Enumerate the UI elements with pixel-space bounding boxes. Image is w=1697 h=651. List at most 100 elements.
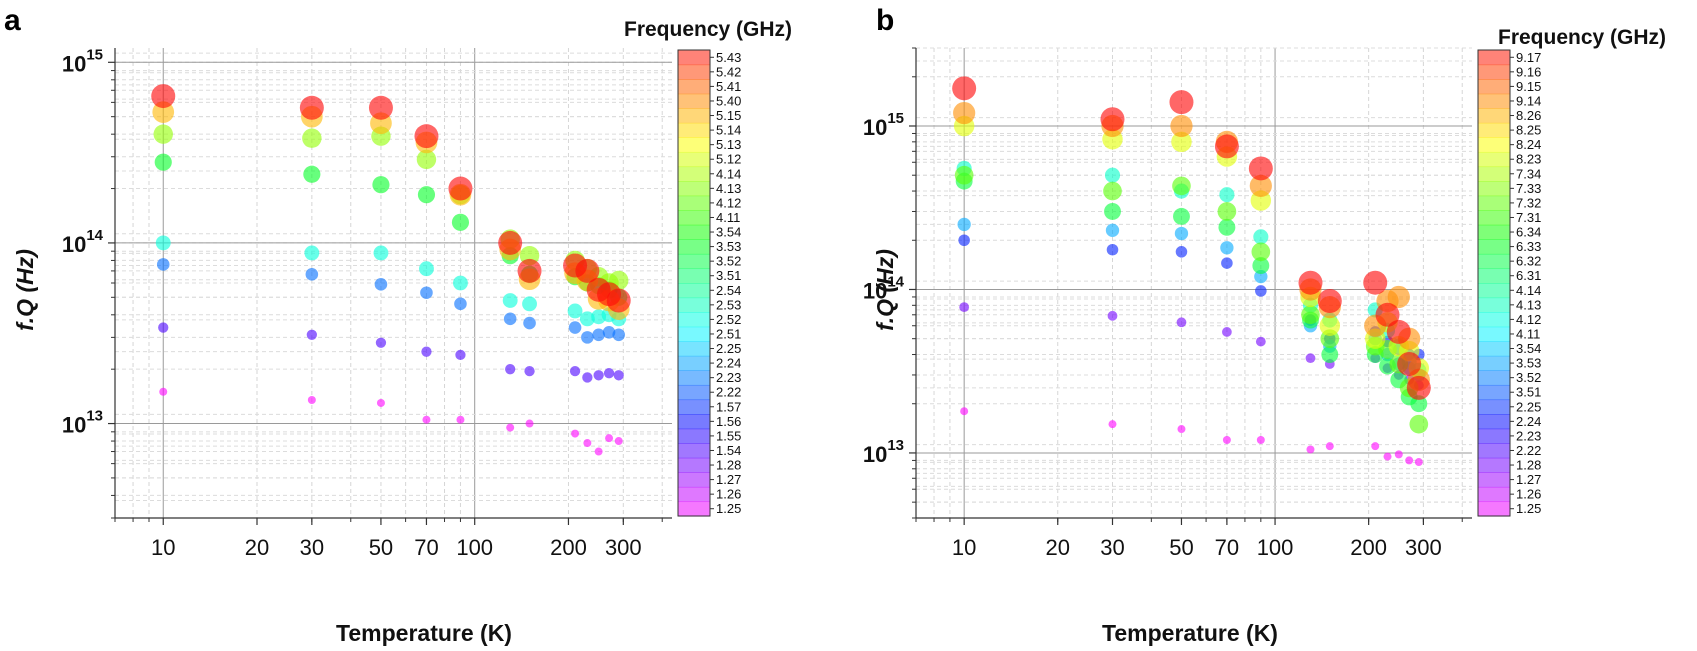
- colorbar-segment: [1478, 326, 1510, 342]
- colorbar-tick-label: 3.52: [1516, 370, 1541, 385]
- colorbar-tick-label: 1.55: [716, 428, 741, 443]
- data-point: [1406, 375, 1431, 400]
- data-point: [1405, 456, 1414, 465]
- colorbar-tick-label: 9.17: [1516, 50, 1541, 65]
- colorbar-segment: [678, 399, 710, 415]
- colorbar-segment: [1478, 384, 1510, 401]
- colorbar-segment: [1478, 224, 1510, 240]
- x-tick-label: 100: [456, 535, 493, 560]
- colorbar-segment: [678, 326, 710, 342]
- data-point: [1217, 202, 1237, 221]
- data-point: [376, 398, 385, 407]
- data-point: [1103, 181, 1122, 201]
- x-tick-label: 70: [414, 535, 438, 560]
- data-point: [155, 235, 171, 251]
- colorbar-segment: [678, 414, 710, 430]
- data-point: [414, 124, 439, 149]
- colorbar-tick-label: 1.27: [1516, 472, 1541, 487]
- colorbar-tick-label: 2.22: [1516, 443, 1541, 458]
- data-point: [1386, 319, 1411, 344]
- data-point: [1169, 90, 1194, 115]
- data-point: [307, 396, 316, 405]
- colorbar-tick-label: 1.26: [716, 487, 741, 502]
- data-point: [503, 312, 517, 326]
- x-tick-label: 300: [605, 535, 642, 560]
- x-tick-label: 20: [245, 535, 269, 560]
- data-point: [1105, 223, 1120, 238]
- colorbar-tick-label: 2.22: [716, 385, 741, 400]
- data-point: [154, 153, 172, 171]
- data-point: [606, 288, 631, 313]
- data-point: [372, 176, 390, 194]
- data-point: [451, 213, 470, 231]
- data-point: [614, 437, 623, 446]
- data-point: [304, 245, 320, 261]
- colorbar: 5.435.425.415.405.155.145.135.124.144.13…: [677, 49, 741, 517]
- data-point: [303, 165, 321, 183]
- colorbar-tick-label: 6.33: [1516, 239, 1541, 254]
- data-point: [579, 311, 595, 327]
- colorbar-tick-label: 7.32: [1516, 195, 1541, 210]
- colorbar-segment: [678, 486, 710, 503]
- data-point: [517, 258, 542, 283]
- colorbar-tick-label: 4.13: [1516, 297, 1541, 312]
- data-point: [1219, 187, 1235, 203]
- colorbar-tick-label: 9.15: [1516, 79, 1541, 94]
- data-point: [954, 165, 974, 185]
- colorbar-tick-label: 2.24: [1516, 414, 1541, 429]
- data-point: [299, 95, 324, 120]
- x-tick-label: 70: [1215, 535, 1239, 560]
- data-point: [953, 101, 976, 125]
- data-point: [159, 387, 168, 396]
- colorbar-segment: [678, 297, 710, 313]
- panel-b-colorbar-title: Frequency (GHz): [1498, 26, 1666, 49]
- data-point: [593, 370, 604, 381]
- data-point: [1175, 246, 1188, 258]
- colorbar-tick-label: 4.13: [716, 181, 741, 196]
- data-point: [568, 321, 582, 334]
- colorbar-tick-label: 2.51: [716, 326, 741, 341]
- colorbar-segment: [678, 457, 710, 473]
- colorbar-segment: [1478, 312, 1510, 328]
- colorbar: 9.179.169.159.148.268.258.248.237.347.33…: [1477, 49, 1541, 517]
- data-point: [419, 261, 434, 277]
- colorbar-segment: [678, 355, 710, 371]
- colorbar-segment: [1478, 268, 1510, 284]
- data-point: [454, 297, 467, 311]
- data-point: [1383, 452, 1392, 461]
- data-point: [602, 326, 616, 339]
- data-point: [456, 415, 465, 424]
- y-tick-label: 1014: [62, 227, 104, 257]
- data-point: [506, 423, 515, 432]
- data-point: [571, 429, 580, 438]
- colorbar-tick-label: 4.12: [716, 195, 741, 210]
- data-point: [1375, 302, 1400, 327]
- colorbar-tick-label: 4.11: [716, 210, 740, 225]
- colorbar-segment: [678, 472, 710, 488]
- data-point: [373, 245, 389, 261]
- data-point: [1317, 289, 1342, 314]
- data-point: [305, 268, 319, 281]
- colorbar-tick-label: 7.34: [1516, 166, 1541, 181]
- colorbar-tick-label: 2.23: [716, 370, 741, 385]
- colorbar-tick-label: 8.24: [1516, 137, 1541, 152]
- colorbar-segment: [1478, 181, 1510, 197]
- colorbar-segment: [678, 50, 710, 66]
- data-point: [575, 258, 600, 283]
- data-point: [1176, 317, 1187, 328]
- colorbar-tick-label: 5.40: [716, 93, 741, 108]
- colorbar-segment: [1478, 122, 1510, 138]
- data-points: [952, 76, 1431, 467]
- data-point: [1108, 420, 1117, 429]
- colorbar-segment: [1478, 253, 1510, 270]
- colorbar-segment: [678, 501, 710, 517]
- colorbar-segment: [1478, 283, 1510, 299]
- colorbar-segment: [678, 137, 710, 153]
- data-point: [960, 407, 969, 416]
- data-point: [505, 364, 516, 375]
- colorbar-segment: [1478, 486, 1510, 503]
- colorbar-tick-label: 5.43: [716, 50, 741, 65]
- colorbar-tick-label: 4.14: [716, 166, 741, 181]
- colorbar-segment: [678, 239, 710, 255]
- colorbar-tick-label: 1.28: [716, 458, 741, 473]
